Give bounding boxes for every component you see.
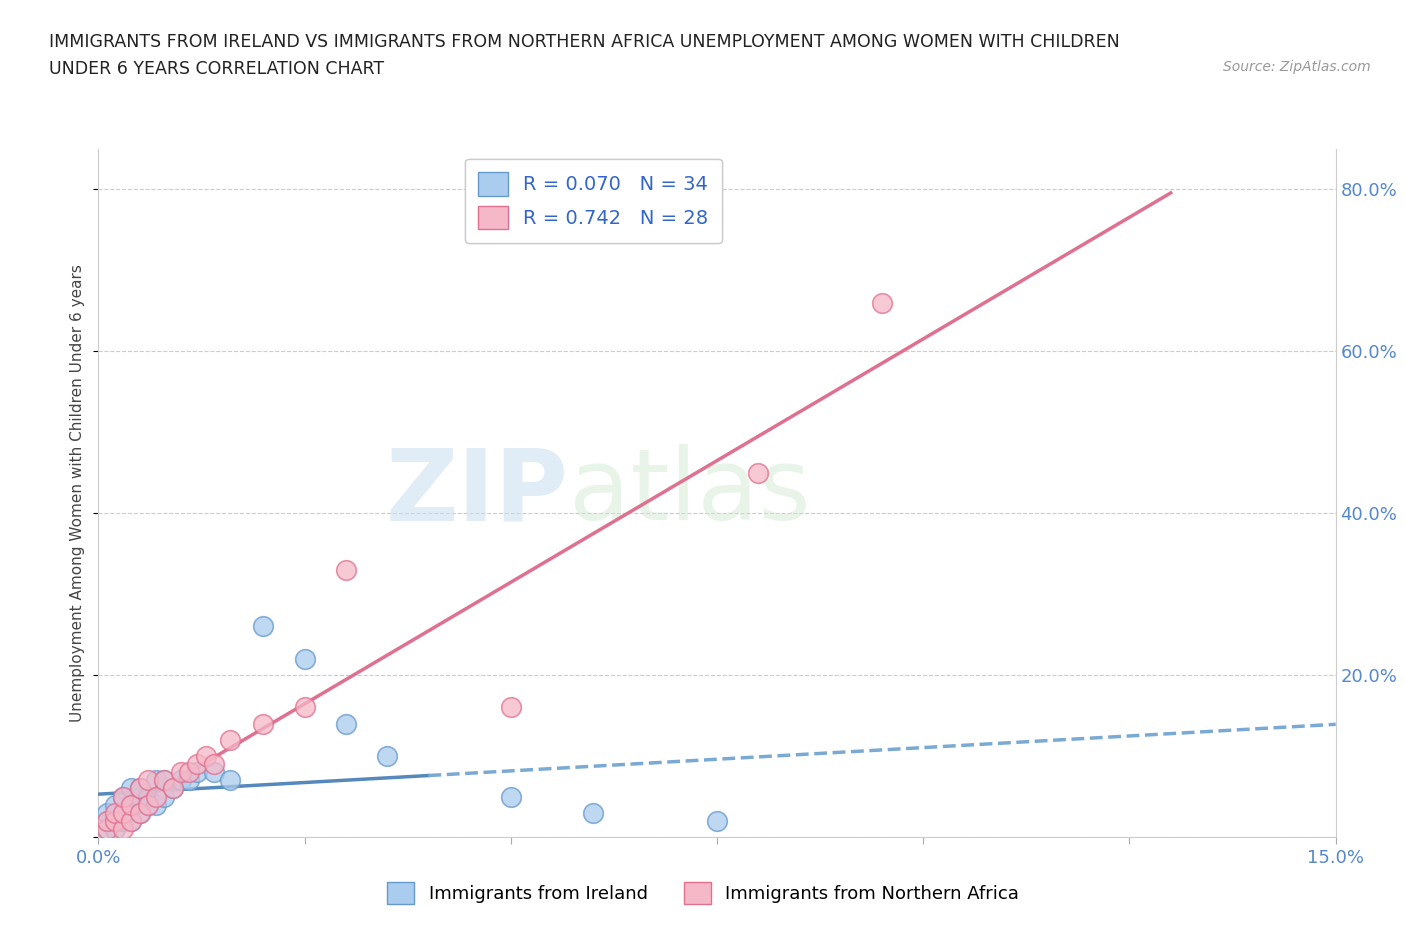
Point [194, 749, 217, 764]
Point [96, 814, 118, 829]
Point [128, 781, 150, 796]
Point [170, 764, 193, 779]
Point [162, 781, 184, 796]
Point [96, 821, 118, 836]
Point [153, 773, 176, 788]
Point [186, 757, 208, 772]
Text: Source: ZipAtlas.com: Source: ZipAtlas.com [1223, 60, 1371, 74]
Point [104, 814, 127, 829]
Point [136, 797, 159, 812]
Legend: R = 0.070   N = 34, R = 0.742   N = 28: R = 0.070 N = 34, R = 0.742 N = 28 [465, 158, 721, 243]
Point [179, 773, 201, 788]
Point [499, 789, 522, 804]
Y-axis label: Unemployment Among Women with Children Under 6 years: Unemployment Among Women with Children U… [70, 264, 86, 722]
Point [145, 797, 167, 812]
Point [104, 797, 127, 812]
Point [120, 781, 142, 796]
Point [219, 773, 242, 788]
Point [153, 789, 176, 804]
Point [120, 797, 142, 812]
Point [128, 805, 150, 820]
Point [186, 764, 208, 779]
Text: atlas: atlas [568, 445, 810, 541]
Point [112, 814, 135, 829]
Point [706, 814, 728, 829]
Point [104, 821, 127, 836]
Point [104, 814, 127, 829]
Point [499, 700, 522, 715]
Point [128, 789, 150, 804]
Point [145, 773, 167, 788]
Point [112, 805, 135, 820]
Point [202, 764, 225, 779]
Point [96, 805, 118, 820]
Point [582, 805, 605, 820]
Point [162, 781, 184, 796]
Point [128, 805, 150, 820]
Point [375, 749, 398, 764]
Point [128, 781, 150, 796]
Point [112, 805, 135, 820]
Point [252, 716, 274, 731]
Text: ZIP: ZIP [385, 445, 568, 541]
Point [294, 700, 316, 715]
Point [294, 651, 316, 666]
Text: UNDER 6 YEARS CORRELATION CHART: UNDER 6 YEARS CORRELATION CHART [49, 60, 384, 78]
Point [170, 773, 193, 788]
Point [112, 821, 135, 836]
Point [335, 563, 357, 578]
Point [120, 797, 142, 812]
Point [136, 773, 159, 788]
Point [112, 789, 135, 804]
Point [96, 821, 118, 836]
Point [145, 789, 167, 804]
Text: IMMIGRANTS FROM IRELAND VS IMMIGRANTS FROM NORTHERN AFRICA UNEMPLOYMENT AMONG WO: IMMIGRANTS FROM IRELAND VS IMMIGRANTS FR… [49, 33, 1121, 50]
Point [104, 805, 127, 820]
Point [202, 757, 225, 772]
Point [747, 465, 769, 480]
Point [870, 295, 893, 310]
Legend: Immigrants from Ireland, Immigrants from Northern Africa: Immigrants from Ireland, Immigrants from… [380, 875, 1026, 911]
Point [219, 733, 242, 748]
Point [179, 764, 201, 779]
Point [136, 797, 159, 812]
Point [96, 814, 118, 829]
Point [252, 619, 274, 634]
Point [120, 814, 142, 829]
Point [153, 773, 176, 788]
Point [136, 789, 159, 804]
Point [112, 789, 135, 804]
Point [120, 814, 142, 829]
Point [335, 716, 357, 731]
